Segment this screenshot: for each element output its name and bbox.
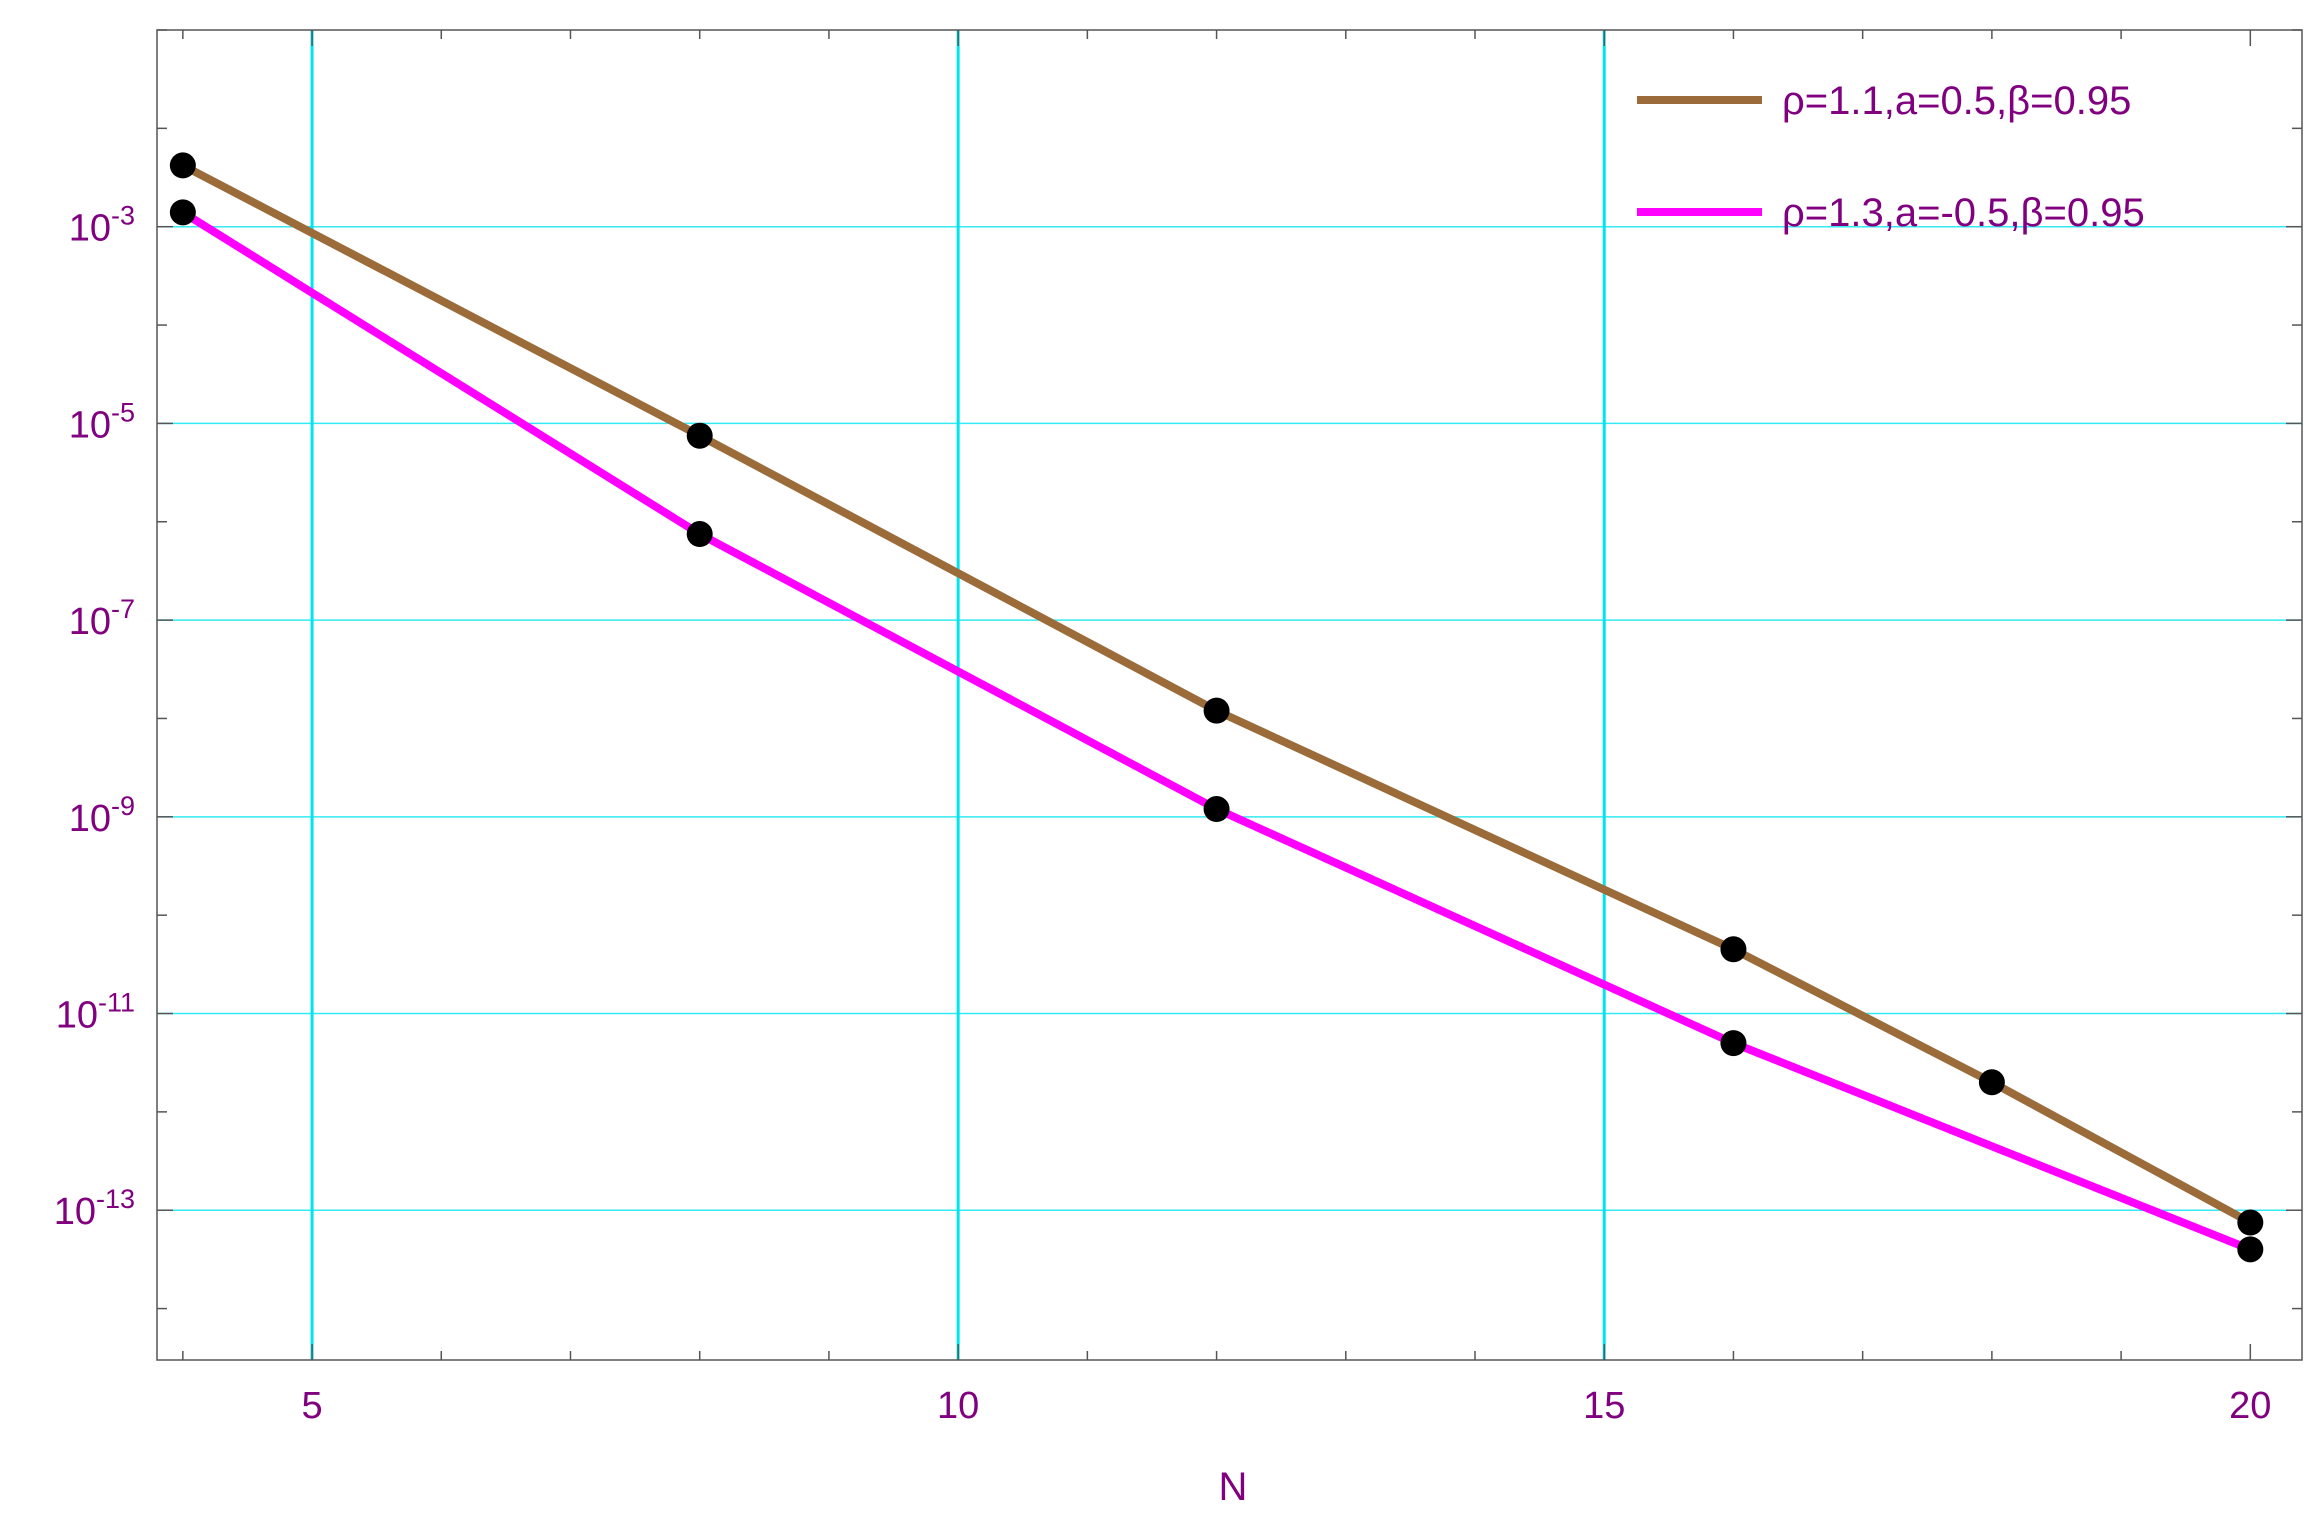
series-line-2: [180, 208, 2252, 1254]
y-tick-base: 10: [54, 1191, 96, 1233]
plot-frame: [156, 29, 2303, 1361]
y-tick-base: 10: [69, 601, 111, 643]
y-tick-exponent: -3: [111, 201, 135, 231]
y-tick-label: 10-13: [54, 1184, 135, 1233]
data-point-series-1: [169, 152, 196, 179]
data-point-series-2: [686, 521, 713, 548]
data-point-series-1: [1720, 936, 1747, 963]
data-point-series-1: [686, 422, 713, 449]
series-line-1: [180, 161, 2253, 1227]
y-tick-base: 10: [69, 404, 111, 446]
y-tick-base: 10: [69, 798, 111, 840]
data-point-series-2: [2237, 1236, 2264, 1263]
data-point-series-1: [1203, 697, 1230, 724]
y-tick-exponent: -5: [111, 397, 135, 427]
x-tick-label: 10: [937, 1385, 979, 1427]
y-tick-base: 10: [69, 208, 111, 250]
x-tick-label: 5: [301, 1385, 322, 1427]
y-tick-base: 10: [56, 995, 98, 1037]
markers-layer: [169, 152, 2264, 1263]
y-tick-exponent: -13: [96, 1184, 135, 1214]
y-tick-exponent: -7: [111, 594, 135, 624]
legend: ρ=1.1,a=0.5,β=0.95 ρ=1.3,a=-0.5,β=0.95: [1637, 79, 2145, 235]
y-tick-label: 10-5: [69, 397, 135, 446]
x-tick-label: 20: [2229, 1385, 2271, 1427]
data-point-series-2: [1720, 1030, 1747, 1057]
y-tick-exponent: -11: [98, 988, 135, 1018]
y-tick-label: 10-11: [56, 988, 135, 1037]
data-point-series-2: [1203, 796, 1230, 823]
y-tick-label: 10-7: [69, 594, 135, 643]
y-tick-label: 10-9: [69, 791, 135, 840]
y-tick-label: 10-3: [69, 201, 135, 250]
legend-label-2: ρ=1.3,a=-0.5,β=0.95: [1782, 191, 2145, 235]
x-tick-label: 15: [1583, 1385, 1625, 1427]
legend-label-1: ρ=1.1,a=0.5,β=0.95: [1782, 79, 2131, 123]
data-point-series-2: [169, 199, 196, 226]
x-axis-label: N: [1219, 1465, 1248, 1509]
data-point-series-1: [2237, 1209, 2264, 1236]
data-point-series-1: [1978, 1069, 2005, 1096]
y-tick-exponent: -9: [111, 791, 135, 821]
